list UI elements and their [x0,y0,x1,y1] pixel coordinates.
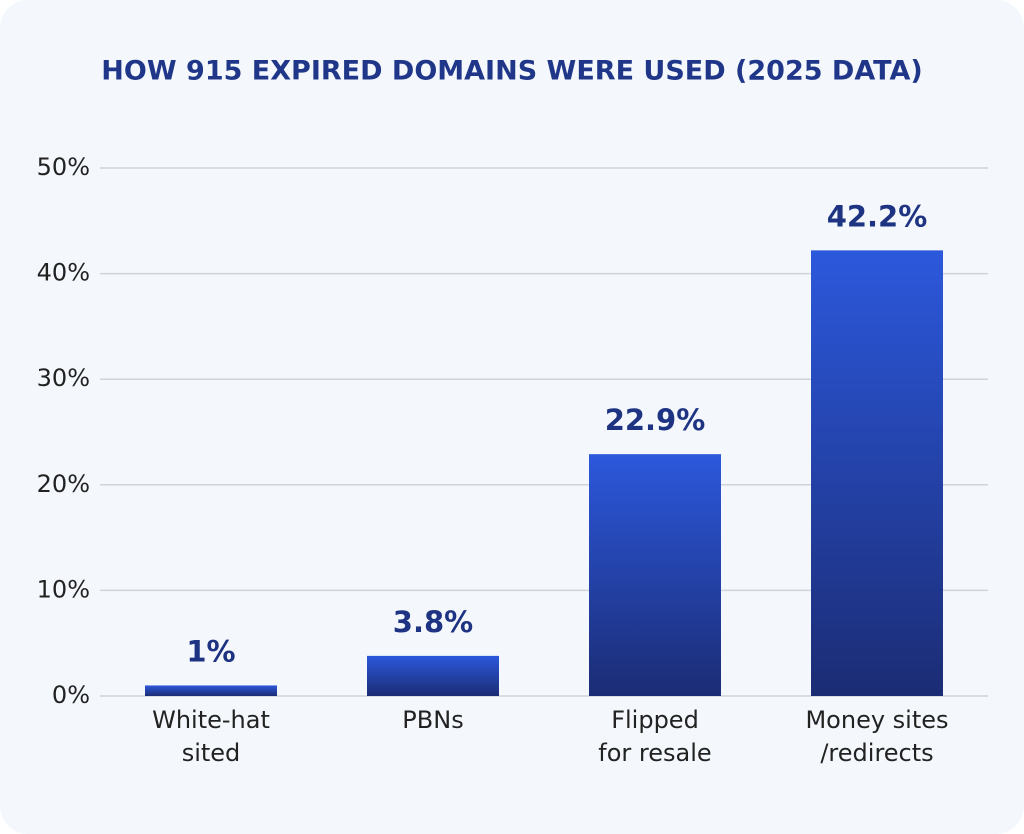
x-tick-label: White-hat sited [152,706,270,767]
x-tick-label: PBNs [402,706,464,734]
y-tick-label: 20% [37,470,90,498]
y-tick-label: 40% [37,259,90,287]
value-label: 3.8% [393,605,473,639]
y-tick-label: 50% [37,153,90,181]
chart-title: HOW 915 EXPIRED DOMAINS WERE USED (2025 … [101,56,922,87]
bar [589,454,721,696]
bar [811,250,943,697]
y-tick-label: 30% [37,364,90,392]
value-label: 42.2% [827,199,928,233]
x-tick-label: Money sites /redirects [805,706,949,767]
bar [145,685,277,696]
y-tick-label: 0% [52,681,90,709]
bar [367,655,499,696]
value-label: 1% [186,634,235,668]
value-label: 22.9% [605,403,706,437]
x-tick-label: Flipped for resale [598,706,712,767]
y-tick-label: 10% [37,575,90,603]
